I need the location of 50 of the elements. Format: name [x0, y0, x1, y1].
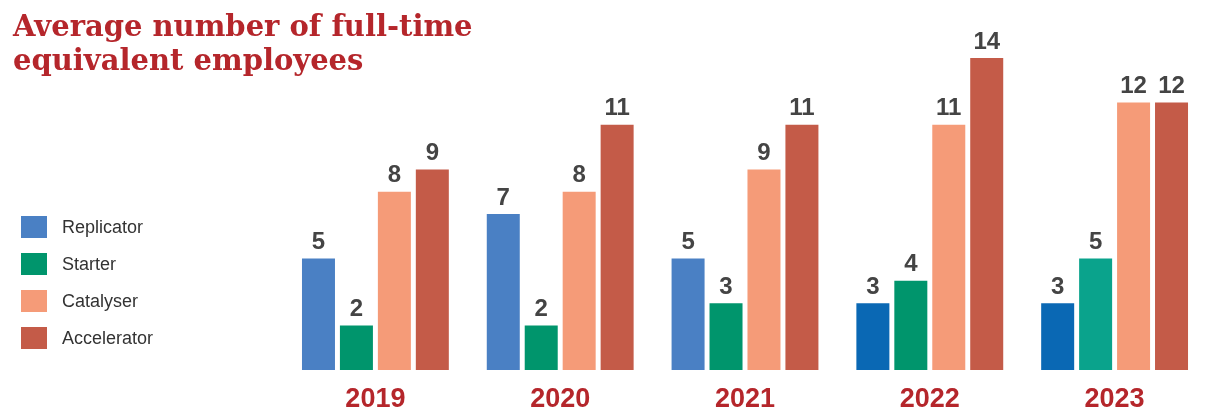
bar	[377, 191, 411, 370]
data-label: 3	[719, 271, 733, 299]
data-label: 8	[572, 160, 586, 188]
data-label: 2	[349, 293, 364, 321]
legend-label: Replicator	[62, 217, 144, 237]
data-label: 11	[936, 93, 962, 121]
bar	[301, 258, 335, 370]
data-label: 5	[1088, 227, 1103, 255]
x-tick-label: 2019	[345, 382, 406, 412]
legend-label: Accelerator	[62, 328, 154, 348]
bar	[785, 124, 819, 370]
legend-label: Catalyser	[62, 291, 139, 311]
bar	[1155, 102, 1189, 370]
bar	[1079, 258, 1113, 370]
bar	[486, 214, 520, 370]
data-label: 4	[904, 249, 919, 277]
data-label: 8	[387, 160, 402, 188]
x-tick-label: 2022	[899, 382, 960, 412]
data-label: 14	[973, 26, 1001, 54]
data-label: 12	[1120, 71, 1147, 99]
bar	[894, 280, 928, 370]
data-label: 5	[681, 227, 695, 255]
data-label: 3	[1051, 271, 1065, 299]
legend-label: Starter	[62, 254, 117, 274]
bar	[600, 124, 634, 370]
bar	[856, 303, 890, 370]
bar	[1041, 303, 1075, 370]
x-tick-label: 2020	[530, 382, 591, 412]
bar	[562, 191, 596, 370]
bar	[1117, 102, 1151, 370]
data-label: 5	[311, 227, 326, 255]
bar	[747, 169, 781, 370]
data-label: 7	[496, 182, 510, 210]
data-label: 2	[534, 293, 548, 321]
x-tick-label: 2023	[1084, 382, 1145, 412]
bar	[709, 303, 743, 370]
bar	[339, 325, 373, 370]
data-label: 9	[425, 137, 439, 165]
bar	[524, 325, 558, 370]
bar	[970, 58, 1004, 370]
data-label: 9	[757, 137, 771, 165]
data-label: 3	[866, 271, 880, 299]
bar	[671, 258, 705, 370]
chart-title: Average number of full-time equivalent employees	[12, 9, 473, 77]
data-label: 11	[789, 93, 815, 121]
data-label: 12	[1158, 71, 1185, 99]
bar	[932, 124, 966, 370]
x-tick-label: 2021	[714, 382, 776, 412]
bar	[415, 169, 449, 370]
data-label: 11	[604, 93, 630, 121]
